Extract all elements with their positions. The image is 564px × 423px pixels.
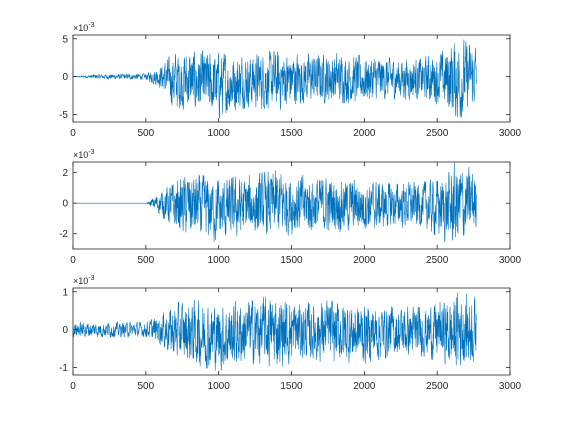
y-tick-label: 0 bbox=[62, 199, 68, 210]
x-tick-label: 2500 bbox=[426, 381, 449, 392]
y-tick-label: 5 bbox=[62, 34, 68, 45]
x-tick-label: 1000 bbox=[208, 381, 231, 392]
x-tick-label: 3000 bbox=[499, 128, 522, 139]
y-exponent-label: ×10-3 bbox=[73, 149, 95, 160]
y-tick-label: 1 bbox=[62, 287, 68, 298]
x-tick-label: 500 bbox=[137, 128, 154, 139]
subplot-2: 0 500 1000 1500 2000 2500 3000 -2 0 2 ×10-3 bbox=[59, 149, 521, 266]
x-tick-label: 0 bbox=[70, 381, 76, 392]
x-tick-label: 3000 bbox=[499, 255, 522, 266]
y-tick-label: 0 bbox=[62, 325, 68, 336]
y-tick-label: 2 bbox=[62, 168, 68, 179]
subplot-3: 0 500 1000 1500 2000 2500 3000-101×10-3 bbox=[59, 275, 521, 392]
subplot-1: 0 500 1000 1500 2000 2500 3000-505×10-3 bbox=[59, 22, 521, 139]
x-tick-label: 0 bbox=[70, 255, 76, 266]
x-tick-label: 0 bbox=[70, 128, 76, 139]
x-tick-label: 1500 bbox=[280, 381, 303, 392]
y-tick-label: -2 bbox=[59, 229, 68, 240]
signal-line bbox=[72, 162, 477, 243]
x-tick-label: 1000 bbox=[208, 255, 231, 266]
x-tick-label: 3000 bbox=[499, 381, 522, 392]
x-tick-label: 2000 bbox=[353, 128, 376, 139]
x-tick-label: 2500 bbox=[426, 128, 449, 139]
x-tick-label: 2000 bbox=[353, 255, 376, 266]
x-tick-label: 2000 bbox=[353, 381, 376, 392]
signal-line bbox=[72, 39, 477, 119]
x-tick-label: 1500 bbox=[280, 255, 303, 266]
x-tick-label: 1000 bbox=[208, 128, 231, 139]
y-exponent-label: ×10-3 bbox=[73, 275, 95, 286]
y-tick-label: -1 bbox=[59, 363, 68, 374]
x-tick-label: 1500 bbox=[280, 128, 303, 139]
y-tick-label: -5 bbox=[59, 110, 68, 121]
y-tick-label: 0 bbox=[62, 72, 68, 83]
x-tick-label: 500 bbox=[137, 381, 154, 392]
signal-line bbox=[72, 292, 477, 371]
x-tick-label: 500 bbox=[137, 255, 154, 266]
y-exponent-label: ×10-3 bbox=[73, 22, 95, 33]
x-tick-label: 2500 bbox=[426, 255, 449, 266]
